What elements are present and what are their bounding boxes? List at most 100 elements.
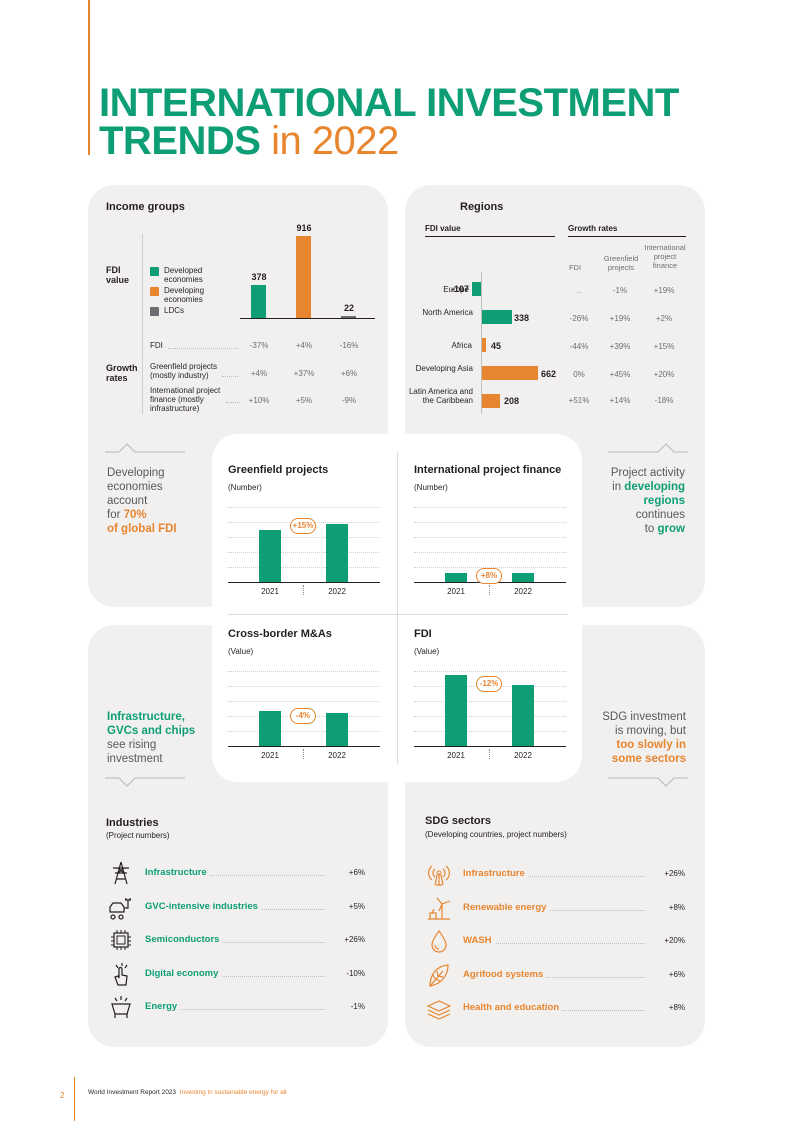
callout-highlight: grow: [657, 523, 685, 535]
callout-text: to: [644, 523, 658, 535]
chip-icon: [107, 927, 135, 953]
mini-divider: [303, 749, 304, 759]
gridline: [414, 507, 566, 508]
col-greenfield: Greenfield projects: [603, 254, 639, 272]
callout-highlight: GVCs and chips: [107, 725, 196, 737]
industries-heading: Industries: [106, 817, 159, 829]
gridline: [414, 567, 566, 568]
mini-x-label: 2021: [261, 587, 279, 596]
leader-dots: [463, 943, 663, 944]
gridline: [228, 731, 380, 732]
car-plug-icon: [107, 894, 135, 920]
mini-chart-title: Cross-border M&As: [228, 628, 332, 640]
mini-change-badge: -12%: [476, 676, 502, 692]
center-vertical-divider: [397, 452, 398, 764]
bar-developing: [296, 236, 311, 318]
region-africa: Africa: [451, 341, 472, 350]
callout-right-top: Project activity in developing regions c…: [595, 466, 685, 536]
gridline: [228, 537, 380, 538]
callout-text: continues: [635, 509, 685, 521]
region-growth-value: -1%: [612, 286, 628, 295]
callout-highlight: too slowly in: [616, 739, 686, 751]
gridline: [228, 686, 380, 687]
value-developed: 378: [251, 272, 267, 282]
callout-text: Developing: [107, 467, 165, 479]
leader-dots: [463, 976, 663, 978]
growth-value: +4%: [295, 341, 313, 350]
touch-hand-icon: [107, 961, 135, 987]
growth-rates-label: Growth rates: [106, 363, 138, 383]
callout-text: economies: [107, 481, 163, 493]
gridline: [414, 522, 566, 523]
power-tower-icon: [107, 860, 135, 886]
callout-text: for: [107, 509, 124, 521]
mini-baseline: [414, 746, 566, 747]
region-growth-value: +19%: [653, 286, 675, 295]
growth-value: +5%: [295, 396, 313, 405]
divider-left-bot: [105, 777, 185, 787]
growth-value: +6%: [340, 369, 358, 378]
leader-dots: [145, 1009, 343, 1010]
income-row-greenfield-label: Greenfield projects (mostly industry): [150, 362, 218, 380]
income-heading: Income groups: [106, 201, 185, 213]
list-item-value: -1%: [325, 1002, 365, 1011]
region-growth-value: +45%: [609, 370, 631, 379]
mini-divider: [489, 585, 490, 595]
gridline: [228, 507, 380, 508]
callout-text: investment: [107, 753, 163, 765]
region-growth-value: ..: [576, 286, 582, 295]
region-growth-value: +2%: [655, 314, 673, 323]
list-item-value: +8%: [645, 902, 685, 912]
growth-value: +4%: [250, 369, 268, 378]
callout-highlight: some sectors: [611, 753, 686, 765]
legend-swatch-ldcs: [150, 307, 159, 316]
layers-icon: [425, 995, 453, 1021]
mini-x-label: 2022: [328, 751, 346, 760]
divider-right-top: [608, 443, 688, 453]
gridline: [414, 731, 566, 732]
mini-chart-title: International project finance: [414, 464, 562, 476]
leader-dots: [145, 875, 343, 876]
dots: [222, 376, 238, 377]
region-growth-value: +19%: [609, 314, 631, 323]
mini-change-badge: -4%: [290, 708, 316, 724]
list-item-value: +6%: [645, 969, 685, 979]
callout-text: account: [107, 495, 148, 507]
list-item-label: Agrifood systems: [463, 968, 547, 980]
region-value: 662: [541, 369, 557, 379]
regions-fdi-value-label: FDI value: [425, 224, 461, 233]
col-ipf: International project finance: [644, 243, 686, 270]
bar-developed: [251, 285, 266, 318]
gridline: [228, 552, 380, 553]
region-value: 45: [491, 341, 502, 351]
page-title: INTERNATIONAL INVESTMENT TRENDS in 2022: [99, 81, 679, 163]
leader-dots: [463, 876, 663, 877]
sdg-subheading: (Developing countries, project numbers): [425, 830, 567, 839]
title-light: in 2022: [260, 119, 399, 163]
gridline: [414, 552, 566, 553]
region-value: -107: [450, 284, 469, 294]
list-item-value: +26%: [325, 935, 365, 944]
title-line-1: INTERNATIONAL INVESTMENT: [99, 81, 679, 125]
callout-highlight: of global FDI: [107, 523, 177, 535]
bar-north-america: [482, 310, 512, 324]
region-growth-value: +15%: [653, 342, 675, 351]
footer-rule: [74, 1077, 75, 1121]
rule: [425, 236, 555, 237]
wind-turbine-icon: [425, 895, 453, 921]
mini-change-badge: +8%: [476, 568, 502, 584]
region-value: 208: [504, 396, 520, 406]
income-row-fdi-label: FDI: [150, 341, 163, 350]
callout-right-bot: SDG investment is moving, but too slowly…: [590, 710, 686, 766]
list-item-value: +26%: [645, 869, 685, 878]
mini-bar-2021: [259, 711, 281, 746]
region-latin-america: Latin America and the Caribbean: [408, 387, 473, 405]
growth-value: +37%: [293, 369, 315, 378]
leader-dots: [463, 1010, 663, 1011]
legend-developed: Developed economies: [164, 266, 203, 284]
mini-x-label: 2021: [447, 587, 465, 596]
mini-x-label: 2021: [261, 751, 279, 760]
fdi-value-label: FDI value: [106, 265, 130, 285]
bar-europe: [472, 282, 481, 296]
mini-chart-subtitle: (Value): [228, 647, 254, 656]
